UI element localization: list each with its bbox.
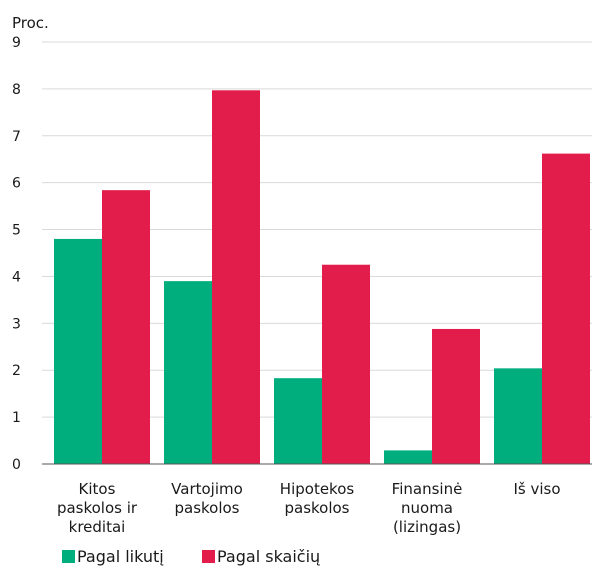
- bar-likuti-4: [494, 368, 542, 464]
- legend-label-0: Pagal likutį: [77, 547, 164, 566]
- category-label-1: Vartojimo paskolos: [171, 480, 243, 517]
- bars: [54, 90, 590, 464]
- bar-likuti-0: [54, 238, 102, 464]
- category-label-0: Kitos paskolos ir kreditai: [57, 480, 138, 536]
- y-tick-label-2: 2: [12, 363, 21, 379]
- x-axis-category-labels: Kitos paskolos ir kreditai Vartojimo paskolo…: [57, 480, 561, 536]
- y-tick-label-1: 1: [12, 410, 21, 426]
- legend-label-1: Pagal skaičių: [217, 547, 320, 566]
- y-axis-unit-label: Proc.: [12, 14, 49, 32]
- bar-skaiciu-1: [212, 90, 260, 464]
- bar-likuti-2: [274, 378, 322, 464]
- y-tick-label-8: 8: [12, 82, 21, 98]
- y-tick-label-3: 3: [12, 316, 21, 332]
- y-tick-label-7: 7: [12, 129, 21, 145]
- y-axis-tick-labels: 0 1 2 3 4 5 6 7 8 9: [12, 35, 21, 473]
- bar-likuti-1: [164, 281, 212, 464]
- bar-likuti-3: [384, 450, 432, 464]
- legend: Pagal likutį Pagal skaičių: [62, 547, 320, 566]
- bar-skaiciu-2: [322, 264, 370, 464]
- bar-skaiciu-0: [102, 190, 150, 464]
- y-tick-label-6: 6: [12, 176, 21, 192]
- bar-skaiciu-4: [542, 153, 590, 464]
- category-label-2: Hipotekos paskolos: [280, 480, 355, 517]
- y-tick-label-5: 5: [12, 223, 21, 239]
- y-tick-label-0: 0: [12, 457, 21, 473]
- y-tick-label-9: 9: [12, 35, 21, 51]
- legend-swatch-1: [202, 550, 215, 563]
- category-label-4: Iš viso: [513, 480, 560, 498]
- bar-skaiciu-3: [432, 328, 480, 464]
- category-label-3: Finansinė nuoma (lizingas): [392, 480, 463, 536]
- y-tick-label-4: 4: [12, 269, 21, 285]
- legend-swatch-0: [62, 550, 75, 563]
